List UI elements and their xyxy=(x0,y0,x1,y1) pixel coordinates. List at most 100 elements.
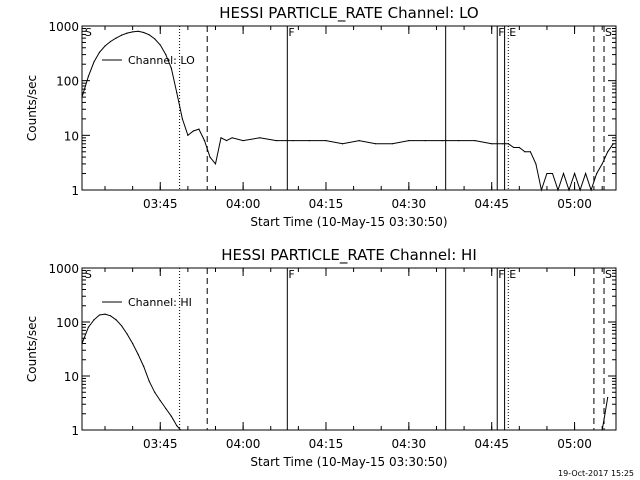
data-point xyxy=(87,75,90,77)
data-point xyxy=(154,38,156,40)
data-point xyxy=(198,128,200,130)
x-tick-label: 04:45 xyxy=(474,437,509,451)
data-point xyxy=(132,31,134,33)
data-point xyxy=(513,146,515,149)
data-point xyxy=(292,140,294,142)
y-tick-label: 1000 xyxy=(48,20,79,34)
data-point xyxy=(579,189,581,191)
x-tick-label: 05:00 xyxy=(557,197,592,211)
event-label: S xyxy=(605,26,612,39)
data-point xyxy=(529,151,531,153)
data-point xyxy=(203,140,206,142)
data-point xyxy=(540,189,543,191)
event-label: S xyxy=(605,268,612,281)
data-point xyxy=(551,172,554,175)
data-point xyxy=(573,172,576,175)
data-point xyxy=(259,137,261,139)
data-point xyxy=(176,425,178,427)
event-label: F xyxy=(288,26,294,39)
event-label: F xyxy=(288,268,294,281)
data-point xyxy=(604,413,606,415)
data-point xyxy=(170,415,172,417)
data-point xyxy=(93,319,95,321)
data-point xyxy=(242,140,244,142)
event-label: E xyxy=(509,268,516,281)
data-point xyxy=(607,396,609,399)
x-tick-label: 04:30 xyxy=(392,437,427,451)
data-point xyxy=(546,172,548,175)
x-tick-label: 03:45 xyxy=(143,197,178,211)
x-axis-label: Start Time (10-May-15 03:30:50) xyxy=(250,455,447,469)
data-point xyxy=(179,429,182,431)
data-point xyxy=(231,137,233,139)
x-axis-label: Start Time (10-May-15 03:30:50) xyxy=(250,215,447,229)
data-point xyxy=(590,189,592,191)
y-tick-label: 1 xyxy=(71,424,79,438)
data-point xyxy=(308,140,311,142)
data-point xyxy=(220,137,222,139)
data-point xyxy=(132,342,134,345)
y-tick-label: 100 xyxy=(56,316,79,330)
data-point xyxy=(115,37,117,39)
data-point xyxy=(612,143,614,145)
data-point xyxy=(192,130,195,132)
chart-title: HESSI PARTICLE_RATE Channel: LO xyxy=(219,4,478,23)
data-point xyxy=(126,32,128,34)
data-point xyxy=(596,172,598,175)
legend-label: Channel: LO xyxy=(128,54,195,67)
data-point xyxy=(165,53,167,56)
y-tick-label: 10 xyxy=(64,370,79,384)
data-point xyxy=(176,92,178,94)
data-point xyxy=(518,146,520,149)
data-point xyxy=(137,353,139,356)
data-point xyxy=(98,51,101,53)
data-point xyxy=(358,140,360,142)
x-tick-label: 04:00 xyxy=(226,437,261,451)
x-tick-label: 05:00 xyxy=(557,437,592,451)
x-tick-label: 04:45 xyxy=(474,197,509,211)
chart-panel-0: HESSI PARTICLE_RATE Channel: LO Counts/se… xyxy=(25,4,617,229)
data-point xyxy=(214,163,217,165)
data-point xyxy=(225,140,228,142)
data-point xyxy=(93,61,95,63)
data-point xyxy=(375,143,377,145)
y-axis-label: Counts/sec xyxy=(25,75,39,141)
data-point xyxy=(104,313,106,315)
chart-title: HESSI PARTICLE_RATE Channel: HI xyxy=(221,246,477,265)
data-point xyxy=(457,140,460,142)
y-tick-label: 100 xyxy=(56,75,79,89)
chart-panel-1: HESSI PARTICLE_RATE Channel: HI Counts/se… xyxy=(25,246,617,469)
y-tick-label: 10 xyxy=(64,129,79,143)
data-point xyxy=(187,134,189,136)
data-point xyxy=(557,189,559,191)
event-label: F xyxy=(498,268,504,281)
x-tick-label: 04:00 xyxy=(226,197,261,211)
data-point xyxy=(607,151,609,153)
data-point xyxy=(491,143,493,145)
series-line xyxy=(81,313,181,431)
event-label: F xyxy=(498,26,504,39)
data-point xyxy=(143,365,145,368)
data-point xyxy=(341,143,344,145)
data-point xyxy=(87,326,90,328)
data-point xyxy=(441,140,443,142)
event-label: S xyxy=(85,26,92,39)
data-point xyxy=(120,325,123,327)
data-point xyxy=(507,143,509,145)
data-point xyxy=(126,333,128,335)
y-axis-label: Counts/sec xyxy=(25,316,39,382)
data-point xyxy=(181,118,183,120)
legend-label: Channel: HI xyxy=(128,296,192,309)
data-point xyxy=(562,172,565,175)
data-point xyxy=(154,391,156,393)
x-tick-label: 03:45 xyxy=(143,437,178,451)
x-tick-label: 04:15 xyxy=(309,197,344,211)
data-point xyxy=(159,44,161,46)
data-point xyxy=(159,400,161,402)
data-point xyxy=(148,34,150,36)
data-point xyxy=(81,96,83,98)
data-point xyxy=(120,34,123,36)
x-tick-label: 04:15 xyxy=(309,437,344,451)
data-point xyxy=(170,67,172,69)
